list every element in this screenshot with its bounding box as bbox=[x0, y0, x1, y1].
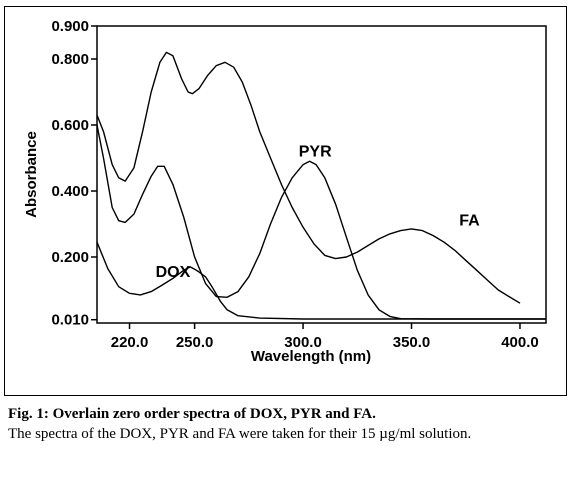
plot-area bbox=[96, 25, 547, 324]
caption-line-2: The spectra of the DOX, PYR and FA were … bbox=[8, 426, 472, 442]
y-tick-label: 0.400 bbox=[51, 183, 89, 200]
figure-caption: Fig. 1: Overlain zero order spectra of D… bbox=[8, 404, 563, 444]
x-tick-label: 350.0 bbox=[393, 334, 431, 351]
series-layer bbox=[96, 51, 546, 320]
series-line-fa bbox=[96, 51, 521, 304]
series-line-dox bbox=[96, 241, 546, 320]
x-tick-label: 300.0 bbox=[284, 334, 322, 351]
spectra-chart: 0.010 0.200 0.400 0.600 0.800 0.900 220.0 250.… bbox=[23, 18, 547, 365]
x-axis-title: Wavelength (nm) bbox=[251, 348, 371, 365]
series-labels: DOX PYR FA bbox=[156, 143, 481, 280]
series-line-pyr bbox=[96, 124, 546, 320]
y-tick-label: 0.600 bbox=[51, 117, 89, 134]
caption-line-1: Fig. 1: Overlain zero order spectra of D… bbox=[8, 406, 376, 422]
figure-frame: 0.010 0.200 0.400 0.600 0.800 0.900 220.0 250.… bbox=[4, 6, 567, 396]
x-tick-label: 400.0 bbox=[501, 334, 539, 351]
y-tick-label: 0.200 bbox=[51, 249, 89, 266]
x-tick-label: 220.0 bbox=[111, 334, 149, 351]
series-label-dox: DOX bbox=[156, 264, 191, 281]
y-tick-label: 0.900 bbox=[51, 18, 89, 35]
series-label-fa: FA bbox=[459, 213, 480, 230]
y-axis-title: Absorbance bbox=[23, 131, 40, 218]
x-tick-label: 250.0 bbox=[176, 334, 214, 351]
y-tick-label: 0.800 bbox=[51, 51, 89, 68]
y-axis: 0.010 0.200 0.400 0.600 0.800 0.900 bbox=[51, 18, 97, 329]
x-axis: 220.0 250.0 300.0 350.0 400.0 bbox=[111, 323, 539, 351]
y-tick-label: 0.010 bbox=[51, 312, 89, 329]
series-label-pyr: PYR bbox=[299, 143, 332, 160]
